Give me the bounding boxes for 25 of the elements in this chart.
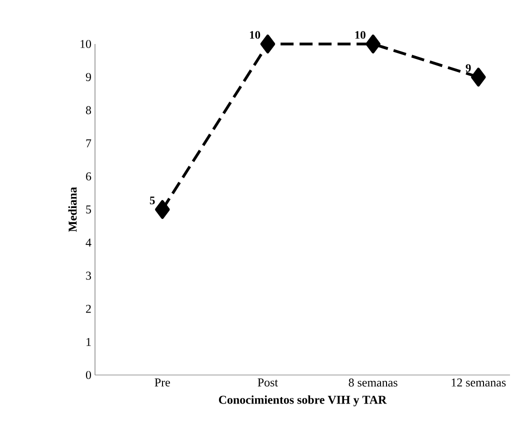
- x-tick-label: Post: [258, 378, 278, 386]
- point: [471, 68, 486, 86]
- point: [260, 34, 276, 54]
- x-tick-label: 12 semanas: [452, 378, 506, 387]
- y-tick-label: 5: [86, 206, 92, 214]
- data-label: 9: [466, 64, 471, 72]
- x-tick-label: 8 semanas: [348, 378, 398, 387]
- y-tick-label: 10: [80, 40, 92, 48]
- data-label: 5: [150, 196, 155, 204]
- point: [155, 200, 170, 219]
- point: [366, 34, 380, 54]
- x-axis-title: Conocimientos sobre VIH y TAR: [218, 395, 387, 406]
- y-tick-label: 3: [86, 272, 92, 280]
- y-tick-label: 7: [86, 139, 92, 148]
- y-tick-label: 4: [86, 238, 92, 247]
- y-tick-label: 0: [86, 370, 92, 380]
- y-tick-label: 6: [86, 172, 92, 180]
- y-tick-label: 1: [86, 338, 91, 346]
- data-label: 10: [355, 31, 366, 39]
- x-tick-label: Pre: [154, 378, 170, 386]
- y-tick-label: 2: [86, 304, 91, 313]
- y-axis-title: Mediana: [68, 187, 77, 232]
- y-tick-label: 9: [86, 73, 91, 82]
- y-tick-label: 8: [86, 106, 92, 114]
- data-label: 10: [250, 31, 260, 39]
